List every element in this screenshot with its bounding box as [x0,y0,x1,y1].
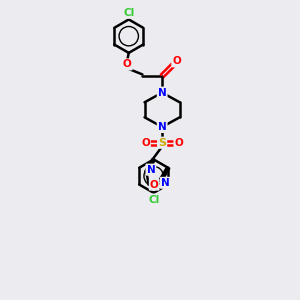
Text: Cl: Cl [123,8,134,18]
Text: O: O [172,56,181,66]
Text: N: N [158,88,167,98]
Text: N: N [161,178,170,188]
Text: O: O [123,59,132,69]
Text: Cl: Cl [148,194,159,205]
Text: N: N [146,165,155,175]
Text: O: O [141,138,150,148]
Text: O: O [175,138,183,148]
Text: S: S [158,138,166,148]
Text: N: N [158,122,167,132]
Text: O: O [150,180,159,190]
